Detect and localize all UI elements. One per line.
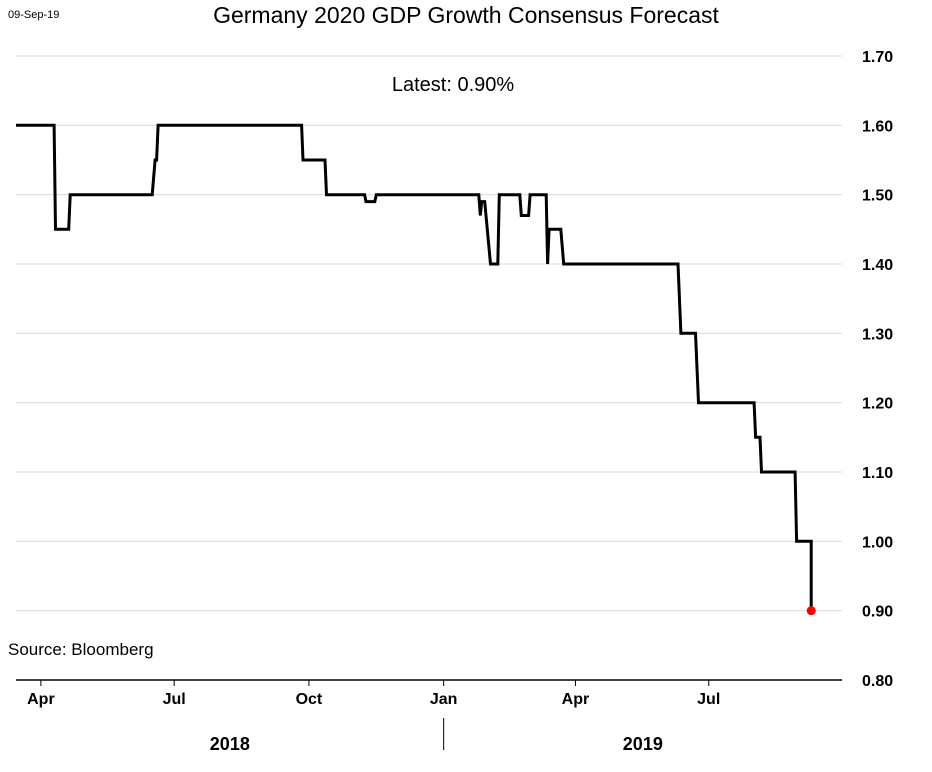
y-tick-label: 0.90 [862,604,893,621]
latest-point-marker [806,606,816,616]
y-tick-label: 0.80 [862,673,893,690]
grid-lines [16,55,842,612]
chart-title: Germany 2020 GDP Growth Consensus Foreca… [213,2,719,28]
year-label: 2019 [623,734,663,754]
x-tick-label: Oct [296,691,323,708]
y-tick-label: 1.20 [862,396,893,413]
y-tick-label: 1.40 [862,257,893,274]
x-axis: Apr Jul Oct Jan Apr Jul 2018 2019 [16,679,842,754]
end-marker [806,606,816,616]
x-tick-label: Jul [697,691,720,708]
latest-value-label: Latest: 0.90% [391,74,515,96]
series-line-path [16,123,813,611]
year-label: 2018 [210,734,250,754]
x-tick-label: Jul [163,691,186,708]
y-tick-label: 1.50 [862,188,893,205]
x-tick-label: Apr [27,691,55,708]
y-axis-ticks: 0.80 0.90 1.00 1.10 1.20 1.30 1.40 1.50 1.60 1.70 [862,49,893,690]
y-tick-label: 1.30 [862,326,893,343]
date-stamp: 09-Sep-19 [8,9,60,21]
x-tick-label: Apr [562,691,590,708]
x-tick-label: Jan [430,691,458,708]
y-tick-label: 1.00 [862,534,893,551]
y-tick-label: 1.60 [862,118,893,135]
series-line [16,123,813,611]
y-tick-label: 1.70 [862,49,893,66]
y-tick-label: 1.10 [862,465,893,482]
source-note: Source: Bloomberg [8,640,154,659]
